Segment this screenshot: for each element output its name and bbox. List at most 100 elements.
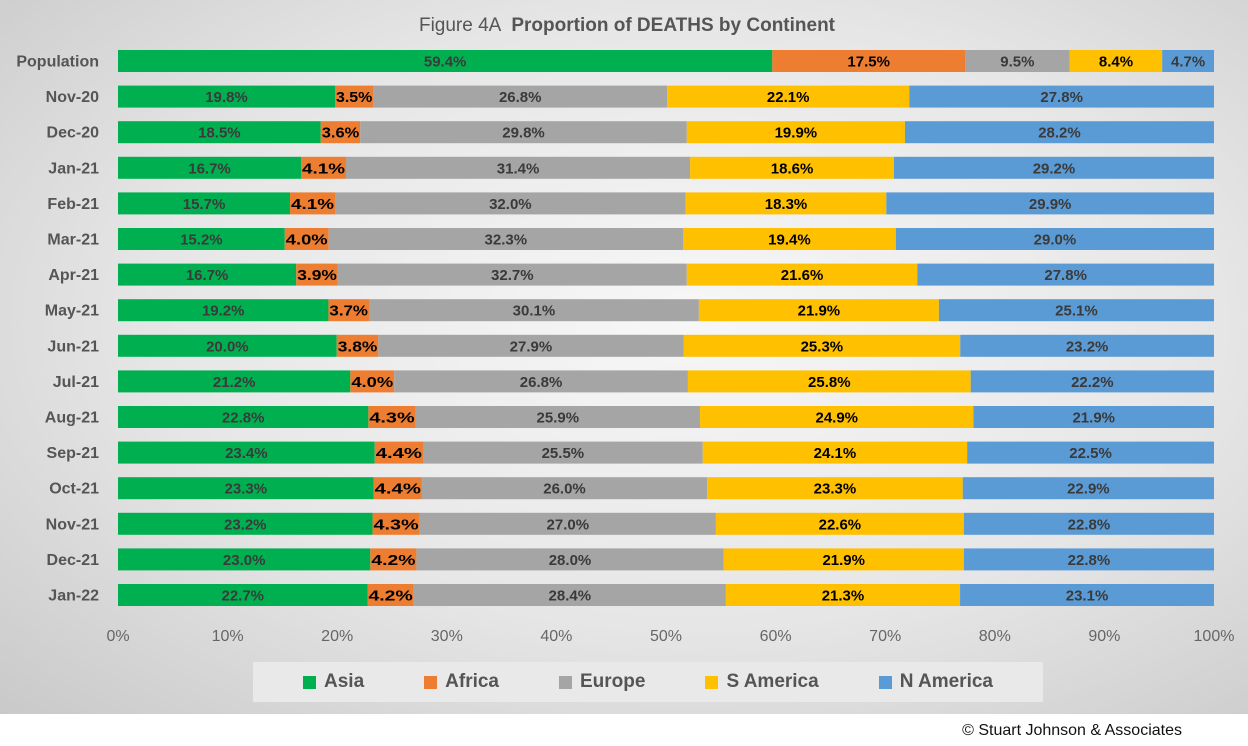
bar-africa-nov-21 <box>372 512 420 535</box>
data-label-n-america-oct-21: 22.9% <box>1067 481 1110 498</box>
data-label-n-america-population: 4.7% <box>1171 54 1205 71</box>
bar-africa-jan-21 <box>301 156 346 179</box>
bar-n-america-jan-21 <box>893 156 1214 179</box>
x-tick-label: 40% <box>540 628 572 645</box>
chart-title: Figure 4A Proportion of DEATHS by Contine… <box>419 15 836 36</box>
data-label-africa-dec-21: 4.2% <box>371 552 415 569</box>
bar-asia-sep-21 <box>118 441 375 464</box>
bar-asia-may-21 <box>118 299 329 322</box>
data-label-europe-aug-21: 25.9% <box>537 410 580 427</box>
bar-europe-population <box>965 50 1070 72</box>
data-label-s-america-feb-21: 18.3% <box>765 196 808 213</box>
category-label-jan-22: Jan-22 <box>48 588 99 605</box>
labels-layer: Population 59.4% 17.5% 9.5% 8.4% 4.7% Nov-20 19… <box>16 54 1205 605</box>
bar-europe-may-21 <box>368 299 699 322</box>
data-label-asia-nov-21: 23.2% <box>224 516 267 533</box>
bar-asia-apr-21 <box>118 263 297 286</box>
data-label-africa-jul-21: 4.0% <box>351 374 393 391</box>
bar-s-america-oct-21 <box>707 477 963 500</box>
bar-s-america-population <box>1069 50 1163 72</box>
bar-africa-apr-21 <box>296 263 338 286</box>
data-label-europe-nov-20: 26.8% <box>499 89 542 106</box>
legend-label-s-america: S America <box>726 671 819 692</box>
data-label-europe-jul-21: 26.8% <box>520 374 563 391</box>
legend-label-africa: Africa <box>445 671 499 692</box>
bar-s-america-dec-20 <box>686 121 905 144</box>
bar-africa-dec-20 <box>320 121 361 144</box>
stacked-bar-chart: Figure 4A Proportion of DEATHS by Contine… <box>16 15 1234 645</box>
data-label-s-america-nov-20: 22.1% <box>767 89 810 106</box>
bar-n-america-may-21 <box>938 299 1214 322</box>
data-label-s-america-population: 8.4% <box>1099 54 1133 71</box>
bar-n-america-mar-21 <box>895 228 1214 250</box>
data-label-europe-mar-21: 32.3% <box>485 232 528 249</box>
bar-africa-nov-20 <box>335 85 374 108</box>
chart-legend: Asia Africa Europe S America N America <box>253 662 1043 702</box>
bar-europe-jan-22 <box>413 584 726 606</box>
data-label-n-america-mar-21: 29.0% <box>1034 232 1077 249</box>
x-axis: 0% 10% 20% 30% 40% 50% 60% 70% 80% 90% 100% <box>106 628 1234 645</box>
bar-asia-jan-21 <box>118 156 302 179</box>
bar-asia-nov-20 <box>118 85 336 108</box>
bar-asia-feb-21 <box>118 192 291 215</box>
data-label-n-america-dec-20: 28.2% <box>1038 125 1081 142</box>
data-label-europe-jan-21: 31.4% <box>497 160 540 177</box>
bar-europe-oct-21 <box>421 477 708 500</box>
legend-label-europe: Europe <box>580 671 646 692</box>
bar-n-america-feb-21 <box>886 192 1214 215</box>
x-tick-label: 20% <box>321 628 353 645</box>
bar-n-america-jun-21 <box>960 334 1214 357</box>
x-tick-label: 50% <box>650 628 682 645</box>
chart-panel: Figure 4A Proportion of DEATHS by Contine… <box>0 0 1248 714</box>
x-tick-label: 30% <box>431 628 463 645</box>
data-label-asia-jun-21: 20.0% <box>206 338 249 355</box>
data-label-africa-population: 17.5% <box>847 54 890 71</box>
category-label-feb-21: Feb-21 <box>47 196 99 213</box>
bar-s-america-sep-21 <box>702 441 968 464</box>
category-label-nov-21: Nov-21 <box>46 516 99 533</box>
data-label-africa-mar-21: 4.0% <box>286 232 328 249</box>
data-label-s-america-apr-21: 21.6% <box>781 267 824 284</box>
bar-asia-mar-21 <box>118 228 285 250</box>
legend-item-asia: Asia <box>303 671 364 693</box>
data-label-africa-nov-21: 4.3% <box>374 516 419 533</box>
bar-asia-dec-21 <box>118 548 371 571</box>
data-label-europe-population: 9.5% <box>1000 54 1034 71</box>
data-label-africa-jan-21: 4.1% <box>302 160 345 177</box>
data-label-s-america-mar-21: 19.4% <box>768 232 811 249</box>
data-label-n-america-nov-21: 22.8% <box>1068 516 1111 533</box>
legend-swatch-n-america <box>878 675 892 689</box>
category-label-mar-21: Mar-21 <box>47 232 99 249</box>
category-label-jan-21: Jan-21 <box>48 160 99 177</box>
bar-africa-oct-21 <box>373 477 422 500</box>
bar-n-america-population <box>1162 50 1214 72</box>
bar-n-america-jan-22 <box>960 584 1214 606</box>
category-label-apr-21: Apr-21 <box>48 267 99 284</box>
data-label-n-america-apr-21: 27.8% <box>1044 267 1087 284</box>
data-label-asia-jan-21: 16.7% <box>188 160 231 177</box>
data-label-n-america-may-21: 25.1% <box>1055 303 1098 320</box>
copyright-notice: © Stuart Johnson & Associates <box>962 722 1182 739</box>
data-label-asia-mar-21: 15.2% <box>180 232 223 249</box>
bar-europe-nov-20 <box>373 85 668 108</box>
x-tick-label: 100% <box>1194 628 1235 645</box>
legend-item-africa: Africa <box>424 671 499 693</box>
data-label-s-america-jun-21: 25.3% <box>801 338 844 355</box>
bar-europe-mar-21 <box>328 228 684 250</box>
data-label-africa-feb-21: 4.1% <box>291 196 334 213</box>
bar-africa-jan-22 <box>367 584 414 606</box>
bar-europe-dec-20 <box>360 121 687 144</box>
bar-n-america-aug-21 <box>973 406 1214 428</box>
data-label-asia-sep-21: 23.4% <box>225 445 268 462</box>
data-label-asia-apr-21: 16.7% <box>186 267 229 284</box>
data-label-s-america-aug-21: 24.9% <box>815 410 858 427</box>
legend-label-n-america: N America <box>899 671 993 692</box>
legend-swatch-asia <box>303 675 316 689</box>
category-label-oct-21: Oct-21 <box>49 481 99 498</box>
data-label-africa-jan-22: 4.2% <box>369 588 413 605</box>
data-label-asia-feb-21: 15.7% <box>183 196 226 213</box>
data-label-europe-feb-21: 32.0% <box>489 196 532 213</box>
bar-asia-jun-21 <box>118 334 337 357</box>
category-label-jun-21: Jun-21 <box>47 338 99 355</box>
data-label-s-america-may-21: 21.9% <box>798 303 841 320</box>
